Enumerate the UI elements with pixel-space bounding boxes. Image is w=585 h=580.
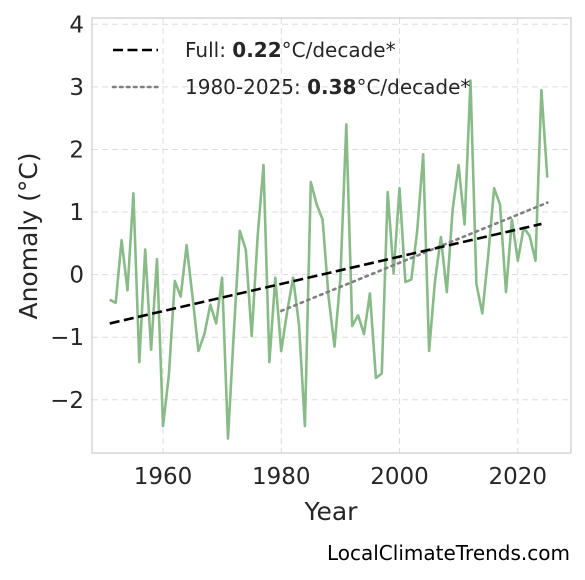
watermark: LocalClimateTrends.com: [327, 541, 570, 565]
y-tick-labels: −2 −1 0 1 2 3 4: [50, 12, 84, 414]
x-tick-label-2020: 2020: [489, 464, 548, 490]
x-axis-title: Year: [304, 497, 359, 526]
y-tick-label-4: 2: [69, 137, 84, 163]
trend-full-line: [109, 222, 542, 325]
y-axis-title: Anomaly (°C): [14, 152, 43, 319]
y-tick-label-0: −2: [50, 388, 84, 414]
legend-full-label: Full: 0.22°C/decade*: [185, 38, 396, 62]
anomaly-series-line: [109, 79, 549, 440]
grid-x: [162, 18, 519, 453]
y-tick-label-3: 1: [69, 200, 84, 226]
legend: Full: 0.22°C/decade* 1980-2025: 0.38°C/d…: [111, 38, 470, 99]
y-tick-label-6: 4: [69, 12, 84, 38]
trend-1980-2025-line: [279, 201, 549, 313]
x-tick-label-2000: 2000: [370, 464, 429, 490]
y-tick-label-1: −1: [50, 325, 84, 351]
x-tick-labels: 1960 1980 2000 2020: [134, 464, 547, 490]
y-tick-label-2: 0: [69, 263, 84, 289]
plot-frame: [91, 17, 572, 454]
y-tick-label-5: 3: [69, 75, 84, 101]
x-tick-label-1980: 1980: [252, 464, 311, 490]
x-tick-label-1960: 1960: [134, 464, 193, 490]
legend-recent-label: 1980-2025: 0.38°C/decade*: [185, 75, 470, 99]
